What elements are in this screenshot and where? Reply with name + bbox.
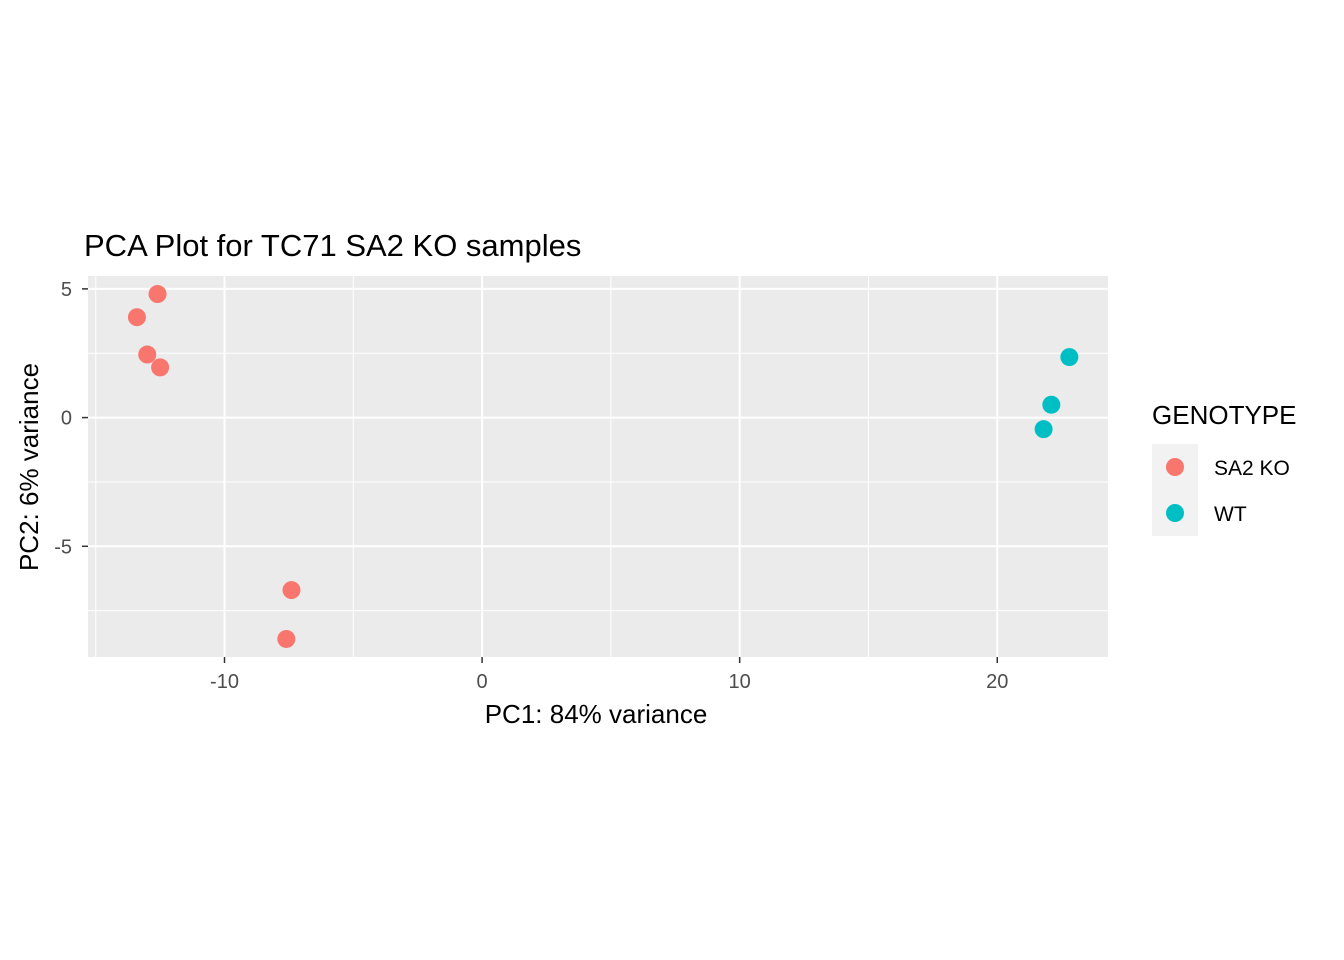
data-point-wt (1034, 420, 1053, 439)
data-points (127, 285, 1079, 648)
y-tick-label: 5 (61, 279, 72, 301)
data-point-sa2-ko (127, 308, 146, 327)
axis-ticks: -10 0 10 20 -5 0 5 (54, 279, 1008, 693)
x-axis-title: PC1: 84% variance (485, 699, 708, 729)
y-axis-title: PC2: 6% variance (14, 363, 44, 571)
x-tick-label: 20 (986, 671, 1008, 693)
data-point-sa2-ko (282, 581, 301, 600)
x-tick-label: 0 (477, 671, 488, 693)
legend-key (1166, 458, 1184, 476)
data-point-wt (1042, 395, 1061, 414)
data-point-sa2-ko (277, 629, 296, 648)
legend-title: GENOTYPE (1152, 400, 1296, 430)
y-tick-label: -5 (54, 536, 72, 558)
legend-label: SA2 KO (1214, 457, 1290, 480)
chart-title: PCA Plot for TC71 SA2 KO samples (84, 228, 581, 263)
x-tick-label: 10 (729, 671, 751, 693)
x-tick-label: -10 (210, 671, 239, 693)
legend: GENOTYPE SA2 KO WT (1152, 400, 1296, 536)
grid-lines (88, 276, 1108, 657)
data-point-sa2-ko (138, 345, 157, 364)
data-point-sa2-ko (151, 358, 170, 377)
plot-panel (88, 276, 1108, 657)
legend-key (1166, 504, 1184, 522)
legend-key-background (1152, 444, 1198, 536)
legend-label: WT (1214, 503, 1247, 526)
data-point-sa2-ko (148, 285, 167, 304)
y-tick-label: 0 (61, 408, 72, 430)
data-point-wt (1060, 348, 1079, 367)
